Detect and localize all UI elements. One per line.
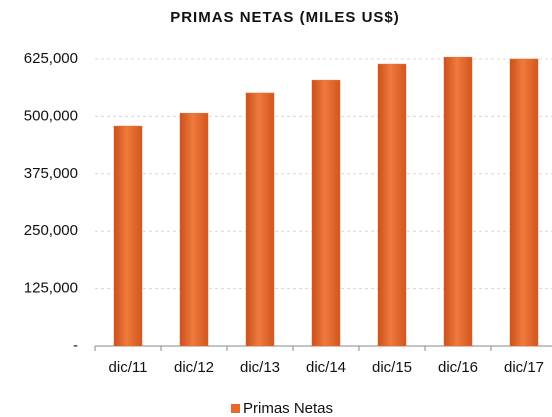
bar bbox=[509, 58, 539, 347]
x-tick-label: dic/14 bbox=[306, 359, 346, 376]
bar bbox=[311, 79, 341, 347]
x-tick-label: dic/12 bbox=[174, 359, 214, 376]
x-tick-label: dic/11 bbox=[109, 359, 148, 376]
legend-swatch bbox=[231, 404, 240, 413]
y-tick-label: 500,000 bbox=[24, 107, 78, 124]
y-tick-label: 375,000 bbox=[24, 165, 78, 182]
x-tick-label: dic/15 bbox=[372, 359, 412, 376]
x-tick-label: dic/16 bbox=[438, 359, 478, 376]
x-tick-label: dic/13 bbox=[240, 359, 280, 376]
y-tick-label: 250,000 bbox=[24, 222, 78, 239]
y-tick-label: - bbox=[73, 337, 78, 354]
y-tick-label: 125,000 bbox=[24, 280, 78, 297]
y-tick-label: 625,000 bbox=[24, 50, 78, 67]
chart-title: PRIMAS NETAS (MILES US$) bbox=[170, 9, 400, 26]
bar bbox=[113, 125, 143, 347]
x-tick-label: dic/17 bbox=[504, 359, 544, 376]
bar bbox=[245, 92, 275, 347]
bar bbox=[443, 56, 473, 347]
legend-label: Primas Netas bbox=[243, 400, 333, 417]
bar bbox=[179, 112, 209, 347]
bar bbox=[377, 63, 407, 347]
